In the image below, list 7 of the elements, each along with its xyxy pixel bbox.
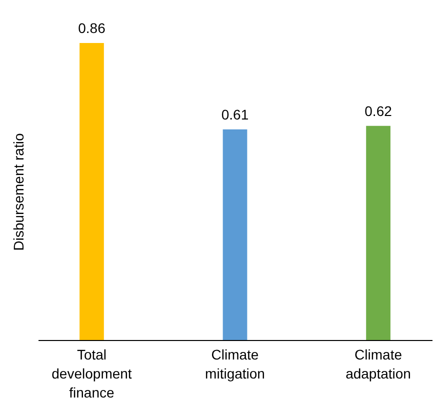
x-tick-label: Climate mitigation: [205, 346, 265, 382]
x-tick-label: Climate adaptation: [346, 346, 411, 382]
data-label: 0.62: [364, 102, 392, 119]
data-label: 0.86: [78, 20, 106, 36]
data-label: 0.61: [221, 106, 249, 122]
y-axis-title: Disbursement ratio: [10, 133, 26, 251]
x-tick-label: Total development finance: [52, 346, 132, 400]
